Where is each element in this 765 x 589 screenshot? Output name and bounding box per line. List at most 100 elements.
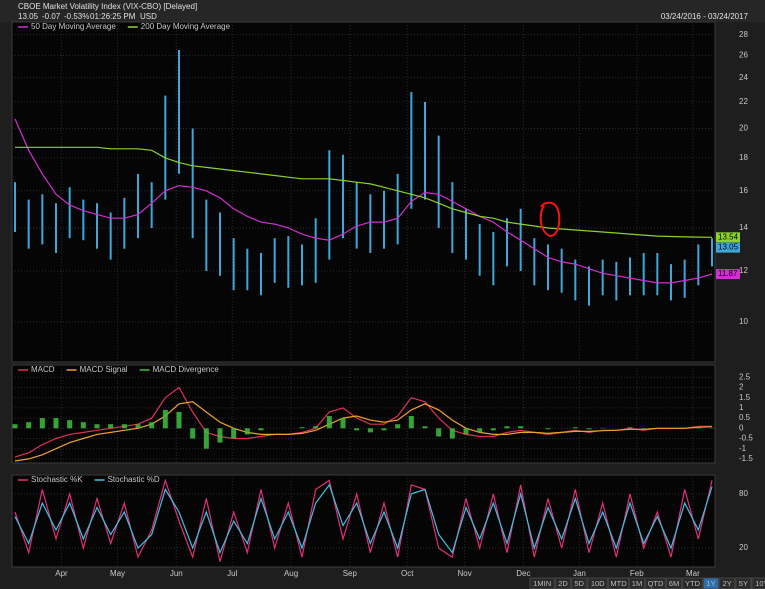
panel <box>11 364 716 464</box>
range-button[interactable]: 10D <box>587 577 609 589</box>
divergence-bar <box>436 428 442 437</box>
range-button-bg[interactable] <box>719 577 736 589</box>
range-button-label[interactable]: 2Y <box>723 579 732 588</box>
divergence-bar <box>449 428 455 439</box>
range-button[interactable]: MTD <box>608 577 629 589</box>
last-value-label: 11.87 <box>718 269 738 278</box>
divergence-bar <box>477 428 483 433</box>
divergence-bar <box>26 422 32 429</box>
range-button[interactable]: 2Y <box>719 577 736 589</box>
panel <box>11 21 716 363</box>
legend-label: MACD <box>31 365 55 374</box>
range-button-bg[interactable] <box>735 577 752 589</box>
range-button-bg[interactable] <box>608 577 629 589</box>
divergence-bar <box>381 428 387 431</box>
range-button-bg[interactable] <box>665 577 683 589</box>
divergence-bar <box>504 426 510 429</box>
range-button-label[interactable]: 10D <box>591 579 605 588</box>
y-tick-label: -0.5 <box>739 434 753 443</box>
y-tick-label: 2 <box>739 383 744 392</box>
range-button-label[interactable]: 5Y <box>739 579 748 588</box>
y-tick-label: 0.5 <box>739 413 751 422</box>
y-tick-label: -1 <box>739 444 747 453</box>
y-tick-label: 22 <box>739 97 748 106</box>
range-button-label[interactable]: 5D <box>574 579 584 588</box>
divergence-bar <box>572 427 578 429</box>
y-tick-label: 18 <box>739 153 748 162</box>
y-tick-label: 1 <box>739 403 744 412</box>
range-button-bg[interactable] <box>751 577 765 589</box>
x-tick-label: Nov <box>458 569 472 578</box>
x-tick-label: Dec <box>516 569 530 578</box>
range-button-bg[interactable] <box>702 577 720 589</box>
range-button-bg[interactable] <box>682 577 703 589</box>
range-button-label[interactable]: 6M <box>669 579 679 588</box>
range-button[interactable]: 2D <box>554 577 572 589</box>
range-button[interactable]: 5D <box>571 577 588 589</box>
divergence-bar <box>149 422 155 429</box>
x-tick-label: Sep <box>343 569 358 578</box>
range-button-label[interactable]: YTD <box>685 579 701 588</box>
divergence-bar <box>203 428 209 449</box>
y-tick-label: 26 <box>739 50 748 59</box>
quote-change-pct: -0.53% <box>64 12 89 21</box>
range-button[interactable]: 6M <box>665 577 683 589</box>
divergence-bar <box>67 420 73 429</box>
legend-label: 200 Day Moving Average <box>141 22 231 31</box>
date-range: 03/24/2016 - 03/24/2017 <box>661 12 749 21</box>
y-tick-label: 10 <box>739 317 748 326</box>
range-button-bg[interactable] <box>628 577 646 589</box>
range-button-label[interactable]: 1M <box>632 579 642 588</box>
divergence-bar <box>490 428 496 431</box>
divergence-bar <box>586 428 592 430</box>
legend-label: MACD Signal <box>80 365 128 374</box>
y-tick-label: -1.5 <box>739 454 753 463</box>
range-button-label[interactable]: QTD <box>648 579 664 588</box>
quote-currency: USD <box>140 12 157 21</box>
divergence-bar <box>80 422 86 429</box>
divergence-bar <box>244 428 250 435</box>
y-tick-label: 16 <box>739 186 748 195</box>
divergence-bar <box>190 428 196 439</box>
range-button[interactable]: QTD <box>645 577 666 589</box>
range-button[interactable]: 1MIN <box>529 577 555 589</box>
x-tick-label: Aug <box>284 569 298 578</box>
range-button[interactable]: 10Y <box>751 577 765 589</box>
range-button-bg[interactable] <box>529 577 555 589</box>
y-tick-label: 14 <box>739 223 748 232</box>
range-button-bg[interactable] <box>571 577 588 589</box>
range-button-label[interactable]: 1MIN <box>533 579 551 588</box>
y-tick-label: 12 <box>739 266 748 275</box>
divergence-bar <box>121 424 127 429</box>
range-button[interactable]: 1M <box>628 577 646 589</box>
range-button-bg[interactable] <box>645 577 666 589</box>
range-button-bg[interactable] <box>587 577 609 589</box>
range-button[interactable]: 5Y <box>735 577 752 589</box>
quote-last: 13.05 <box>18 12 39 21</box>
last-value-box <box>716 269 740 280</box>
divergence-bar <box>313 426 319 429</box>
range-button-label[interactable]: 1Y <box>706 579 715 588</box>
range-button[interactable]: 1Y <box>702 577 720 589</box>
last-value-box <box>716 242 740 253</box>
range-button-label[interactable]: 10Y <box>755 579 765 588</box>
legend-label: Stochastic %K <box>31 475 83 484</box>
divergence-bar <box>340 418 346 429</box>
y-tick-label: 20 <box>739 543 748 552</box>
divergence-bar <box>53 418 59 429</box>
divergence-bar <box>627 427 633 429</box>
range-button-label[interactable]: 2D <box>558 579 568 588</box>
y-tick-label: 80 <box>739 489 748 498</box>
y-tick-label: 0 <box>739 423 744 432</box>
divergence-bar <box>326 416 332 429</box>
range-button-label[interactable]: MTD <box>610 579 627 588</box>
divergence-bar <box>408 416 414 429</box>
divergence-bar <box>135 424 141 429</box>
range-button[interactable]: YTD <box>682 577 703 589</box>
x-tick-label: May <box>110 569 125 578</box>
range-button-bg[interactable] <box>554 577 572 589</box>
annotation <box>539 201 561 238</box>
divergence-bar <box>641 428 647 430</box>
y-tick-label: 20 <box>739 124 748 133</box>
